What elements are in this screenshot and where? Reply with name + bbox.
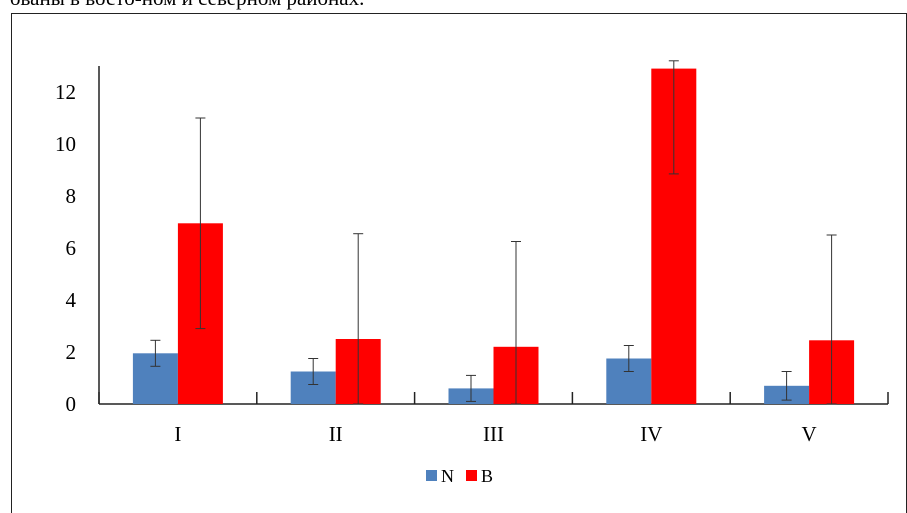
x-tick-label: III: [483, 422, 504, 446]
chart-error-bars: [150, 60, 837, 405]
y-tick-label: 6: [66, 236, 77, 260]
y-tick-label: 0: [66, 392, 77, 416]
legend-label-B: B: [481, 466, 493, 486]
y-tick-label: 2: [66, 340, 77, 364]
chart-bars: [132, 68, 855, 404]
legend-swatch-B: [466, 470, 477, 481]
x-tick-label: V: [802, 422, 817, 446]
x-tick-label: I: [174, 422, 181, 446]
y-tick-label: 4: [66, 288, 77, 312]
legend-label-N: N: [441, 466, 454, 486]
x-tick-label: IV: [640, 422, 662, 446]
y-tick-label: 12: [55, 80, 76, 104]
y-tick-label: 8: [66, 184, 77, 208]
legend-swatch-N: [426, 470, 437, 481]
y-tick-label: 10: [55, 132, 76, 156]
caption-fragment: ованы в восто-ном и северном районах.: [10, 0, 364, 11]
x-tick-label: II: [329, 422, 343, 446]
